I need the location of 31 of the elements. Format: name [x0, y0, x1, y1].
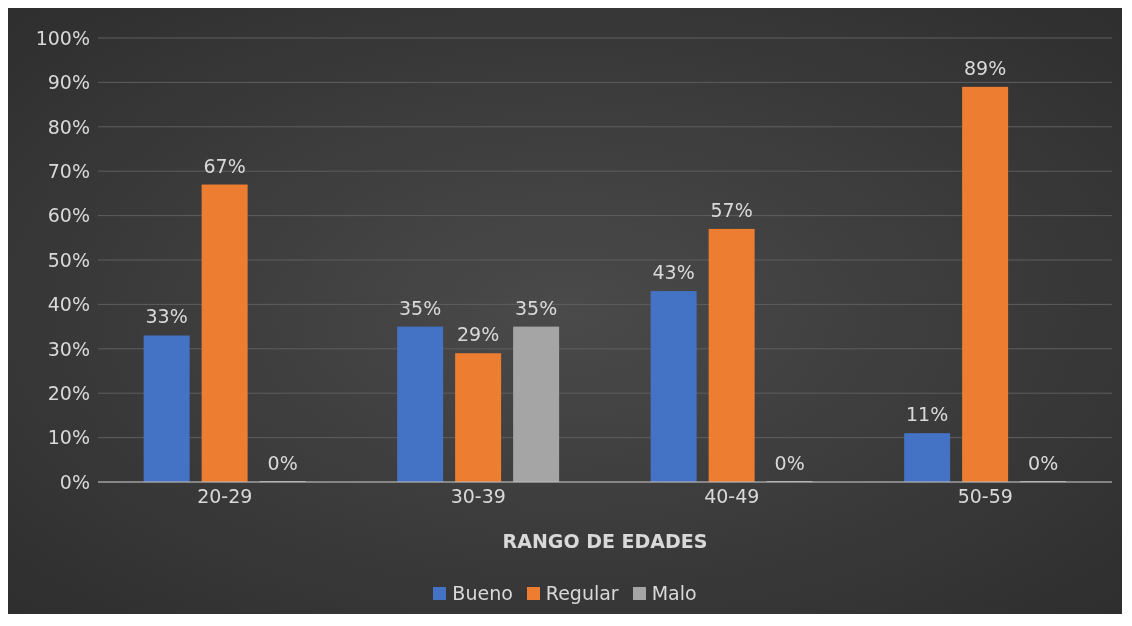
legend-label: Malo — [650, 582, 697, 604]
data-label: 35% — [399, 296, 442, 319]
data-label: 0% — [267, 452, 298, 474]
x-tick-label: 30-39 — [450, 485, 506, 508]
x-axis-title: RANGO DE EDADES — [502, 530, 708, 552]
data-label: 0% — [774, 452, 805, 474]
data-label: 43% — [652, 261, 695, 284]
data-label: 11% — [906, 403, 949, 426]
y-tick-label: 100% — [35, 26, 90, 49]
data-label: 33% — [145, 305, 188, 328]
x-tick-label: 40-49 — [704, 485, 760, 508]
y-tick-label: 70% — [47, 159, 90, 182]
y-tick-label: 80% — [47, 115, 90, 138]
y-tick-label: 50% — [47, 248, 90, 271]
y-tick-label: 0% — [59, 470, 90, 493]
legend-label: Bueno — [451, 582, 513, 604]
y-tick-label: 40% — [47, 293, 90, 316]
data-label: 0% — [1028, 452, 1059, 474]
y-tick-label: 20% — [47, 381, 90, 404]
legend-label: Regular — [544, 582, 619, 604]
x-tick-label: 50-59 — [957, 485, 1013, 508]
data-label: 29% — [457, 323, 500, 346]
y-tick-label: 30% — [47, 337, 90, 360]
data-label: 89% — [964, 56, 1007, 79]
data-label: 57% — [710, 198, 753, 221]
x-tick-label: 20-29 — [197, 485, 253, 508]
data-label: 67% — [203, 154, 246, 177]
y-tick-label: 10% — [47, 426, 90, 449]
y-tick-label: 90% — [47, 71, 90, 94]
data-label: 35% — [515, 296, 558, 319]
y-tick-label: 60% — [47, 204, 90, 227]
